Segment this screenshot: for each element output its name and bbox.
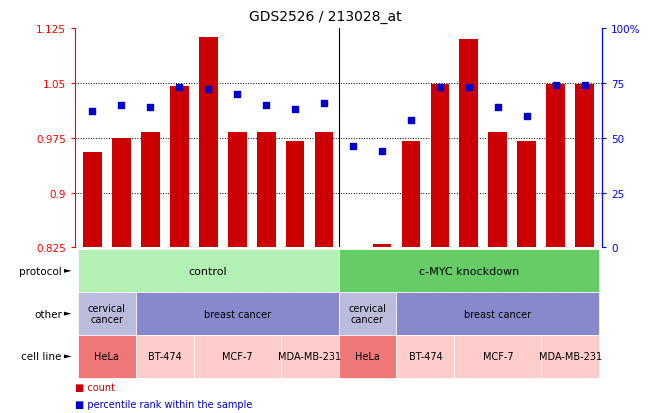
Point <box>232 91 242 98</box>
Bar <box>83 153 102 248</box>
Point <box>116 102 126 109</box>
Point <box>290 107 300 113</box>
Text: other: other <box>34 309 62 319</box>
Text: cell line: cell line <box>21 351 62 361</box>
Point <box>521 113 532 120</box>
Point <box>493 104 503 111</box>
Point <box>464 85 474 91</box>
Point <box>435 85 445 91</box>
Bar <box>141 133 159 248</box>
Bar <box>199 38 217 248</box>
Text: MCF-7: MCF-7 <box>222 351 253 361</box>
Point <box>551 83 561 89</box>
Point <box>406 118 416 124</box>
Point <box>261 102 271 109</box>
Text: MCF-7: MCF-7 <box>482 351 513 361</box>
Text: breast cancer: breast cancer <box>464 309 531 319</box>
Bar <box>546 85 565 248</box>
Text: cervical
cancer: cervical cancer <box>88 303 126 325</box>
Bar <box>518 142 536 248</box>
Text: ■ count: ■ count <box>75 382 115 392</box>
Text: MDA-MB-231: MDA-MB-231 <box>539 351 602 361</box>
Polygon shape <box>64 312 72 316</box>
Point <box>348 144 358 150</box>
Bar <box>488 133 507 248</box>
Bar <box>286 142 305 248</box>
Point <box>145 104 156 111</box>
Text: ■ percentile rank within the sample: ■ percentile rank within the sample <box>75 399 252 408</box>
Bar <box>228 133 247 248</box>
Polygon shape <box>64 269 72 273</box>
Text: HeLa: HeLa <box>355 351 380 361</box>
Text: protocol: protocol <box>19 266 62 276</box>
Bar <box>575 85 594 248</box>
Bar <box>314 133 333 248</box>
Text: control: control <box>189 266 227 276</box>
Bar <box>256 133 275 248</box>
Bar <box>402 142 421 248</box>
Text: MDA-MB-231: MDA-MB-231 <box>278 351 341 361</box>
Text: cervical
cancer: cervical cancer <box>348 303 387 325</box>
Point <box>203 87 214 93</box>
Text: GDS2526 / 213028_at: GDS2526 / 213028_at <box>249 10 402 24</box>
Polygon shape <box>64 355 72 358</box>
Text: HeLa: HeLa <box>94 351 119 361</box>
Bar <box>344 247 363 248</box>
Point <box>319 100 329 107</box>
Text: BT-474: BT-474 <box>148 351 182 361</box>
Point <box>87 109 98 115</box>
Bar <box>430 85 449 248</box>
Text: c-MYC knockdown: c-MYC knockdown <box>419 266 519 276</box>
Point <box>377 148 387 155</box>
Point <box>174 85 184 91</box>
Bar <box>372 244 391 248</box>
Bar <box>170 87 189 248</box>
Text: BT-474: BT-474 <box>409 351 442 361</box>
Text: breast cancer: breast cancer <box>204 309 271 319</box>
Bar <box>112 138 131 248</box>
Point <box>579 83 590 89</box>
Bar <box>460 40 478 248</box>
